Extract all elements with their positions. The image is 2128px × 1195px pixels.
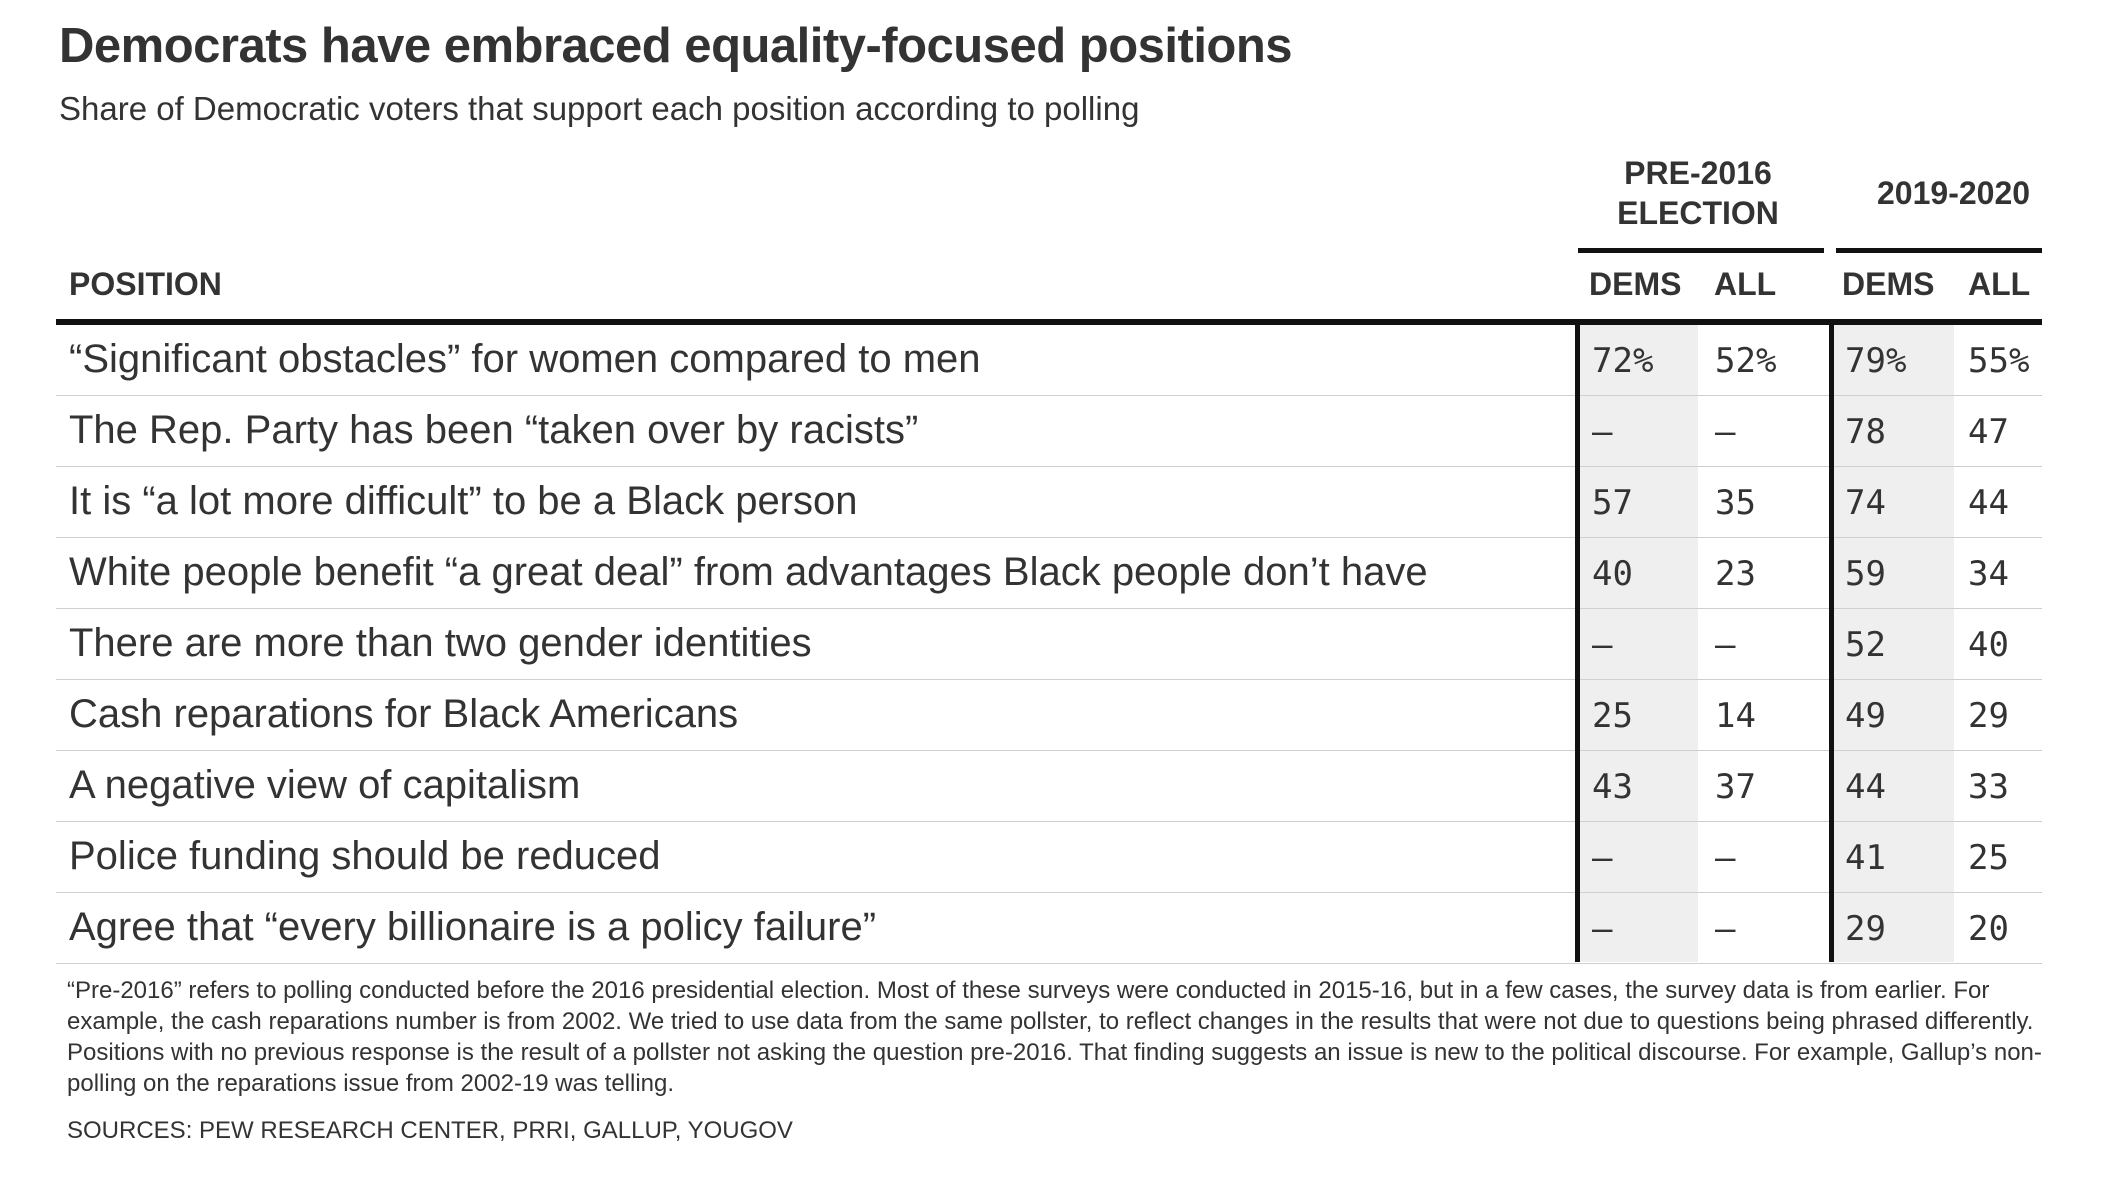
cell-pre-all: 35 (1715, 483, 1756, 523)
cell-pre-all: — (1715, 625, 1736, 665)
group-header-2019-2020: 2019-2020 (1877, 175, 2031, 211)
group-rule-2019-2020 (1836, 248, 2042, 253)
cell-pre-dems: — (1592, 909, 1613, 949)
cell-pre-all: — (1715, 838, 1736, 878)
table-row: Police funding should be reduced — — 41 25 (56, 822, 2042, 893)
cell-pre-dems: — (1592, 838, 1613, 878)
divider-2019-2020 (1829, 325, 1834, 962)
cell-pre-dems: 57 (1592, 483, 1633, 523)
cell-recent-dems: 29 (1845, 909, 1886, 949)
cell-recent-dems: 52 (1845, 625, 1886, 665)
cell-pre-dems: 43 (1592, 767, 1633, 807)
cell-pre-all: 52% (1715, 341, 1777, 381)
position-label: “Significant obstacles” for women compar… (69, 337, 981, 381)
header-rule (56, 319, 2042, 325)
footnote: “Pre-2016” refers to polling conducted b… (67, 977, 2042, 1097)
table-row: It is “a lot more difficult” to be a Bla… (56, 467, 2042, 538)
cell-pre-dems: — (1592, 625, 1613, 665)
position-label: Police funding should be reduced (69, 834, 661, 878)
chart-subtitle: Share of Democratic voters that support … (59, 90, 1140, 127)
cell-pre-all: 37 (1715, 767, 1756, 807)
cell-recent-dems: 78 (1845, 412, 1886, 452)
recent-dems-column-shade (1834, 325, 1954, 962)
cell-recent-all: 25 (1968, 838, 2009, 878)
chart-title: Democrats have embraced equality-focused… (59, 19, 1293, 73)
cell-recent-dems: 44 (1845, 767, 1886, 807)
cell-pre-all: — (1715, 412, 1736, 452)
cell-recent-all: 47 (1968, 412, 2009, 452)
divider-pre-2016 (1575, 325, 1580, 962)
column-header-recent-dems: DEMS (1842, 266, 1935, 302)
table-row: “Significant obstacles” for women compar… (56, 325, 2042, 396)
cell-recent-all: 34 (1968, 554, 2009, 594)
table-row: The Rep. Party has been “taken over by r… (56, 396, 2042, 467)
position-label: A negative view of capitalism (69, 763, 581, 807)
table-row: Agree that “every billionaire is a polic… (56, 893, 2042, 964)
position-label: There are more than two gender identitie… (69, 621, 812, 665)
cell-recent-all: 44 (1968, 483, 2009, 523)
cell-recent-all: 33 (1968, 767, 2009, 807)
table-row: Cash reparations for Black Americans 25 14… (56, 680, 2042, 751)
cell-recent-all: 20 (1968, 909, 2009, 949)
cell-recent-all: 55% (1968, 341, 2030, 381)
pre-2016-dems-column-shade (1580, 325, 1698, 962)
position-label: White people benefit “a great deal” from… (69, 550, 1428, 594)
cell-recent-dems: 59 (1845, 554, 1886, 594)
cell-recent-all: 40 (1968, 625, 2009, 665)
cell-recent-all: 29 (1968, 696, 2009, 736)
position-label: Cash reparations for Black Americans (69, 692, 739, 736)
table-row: A negative view of capitalism 43 37 44 33 (56, 751, 2042, 822)
cell-recent-dems: 49 (1845, 696, 1886, 736)
cell-recent-dems: 79% (1845, 341, 1907, 381)
column-header-recent-all: ALL (1968, 266, 2031, 302)
position-label: It is “a lot more difficult” to be a Bla… (69, 479, 858, 523)
position-label: Agree that “every billionaire is a polic… (69, 905, 877, 949)
table-row: White people benefit “a great deal” from… (56, 538, 2042, 609)
sources: SOURCES: PEW RESEARCH CENTER, PRRI, GALL… (67, 1117, 793, 1144)
cell-pre-all: 14 (1715, 696, 1756, 736)
cell-recent-dems: 74 (1845, 483, 1886, 523)
group-rule-pre2016 (1578, 248, 1824, 253)
position-label: The Rep. Party has been “taken over by r… (69, 408, 919, 452)
cell-recent-dems: 41 (1845, 838, 1886, 878)
cell-pre-dems: — (1592, 412, 1613, 452)
cell-pre-all: — (1715, 909, 1736, 949)
cell-pre-dems: 25 (1592, 696, 1633, 736)
column-header-position: POSITION (69, 266, 222, 302)
group-header-pre2016: PRE-2016 ELECTION (1617, 155, 1779, 231)
column-header-pre-dems: DEMS (1589, 266, 1682, 302)
column-header-pre-all: ALL (1714, 266, 1777, 302)
table-row: There are more than two gender identitie… (56, 609, 2042, 680)
cell-pre-all: 23 (1715, 554, 1756, 594)
cell-pre-dems: 40 (1592, 554, 1633, 594)
cell-pre-dems: 72% (1592, 341, 1654, 381)
